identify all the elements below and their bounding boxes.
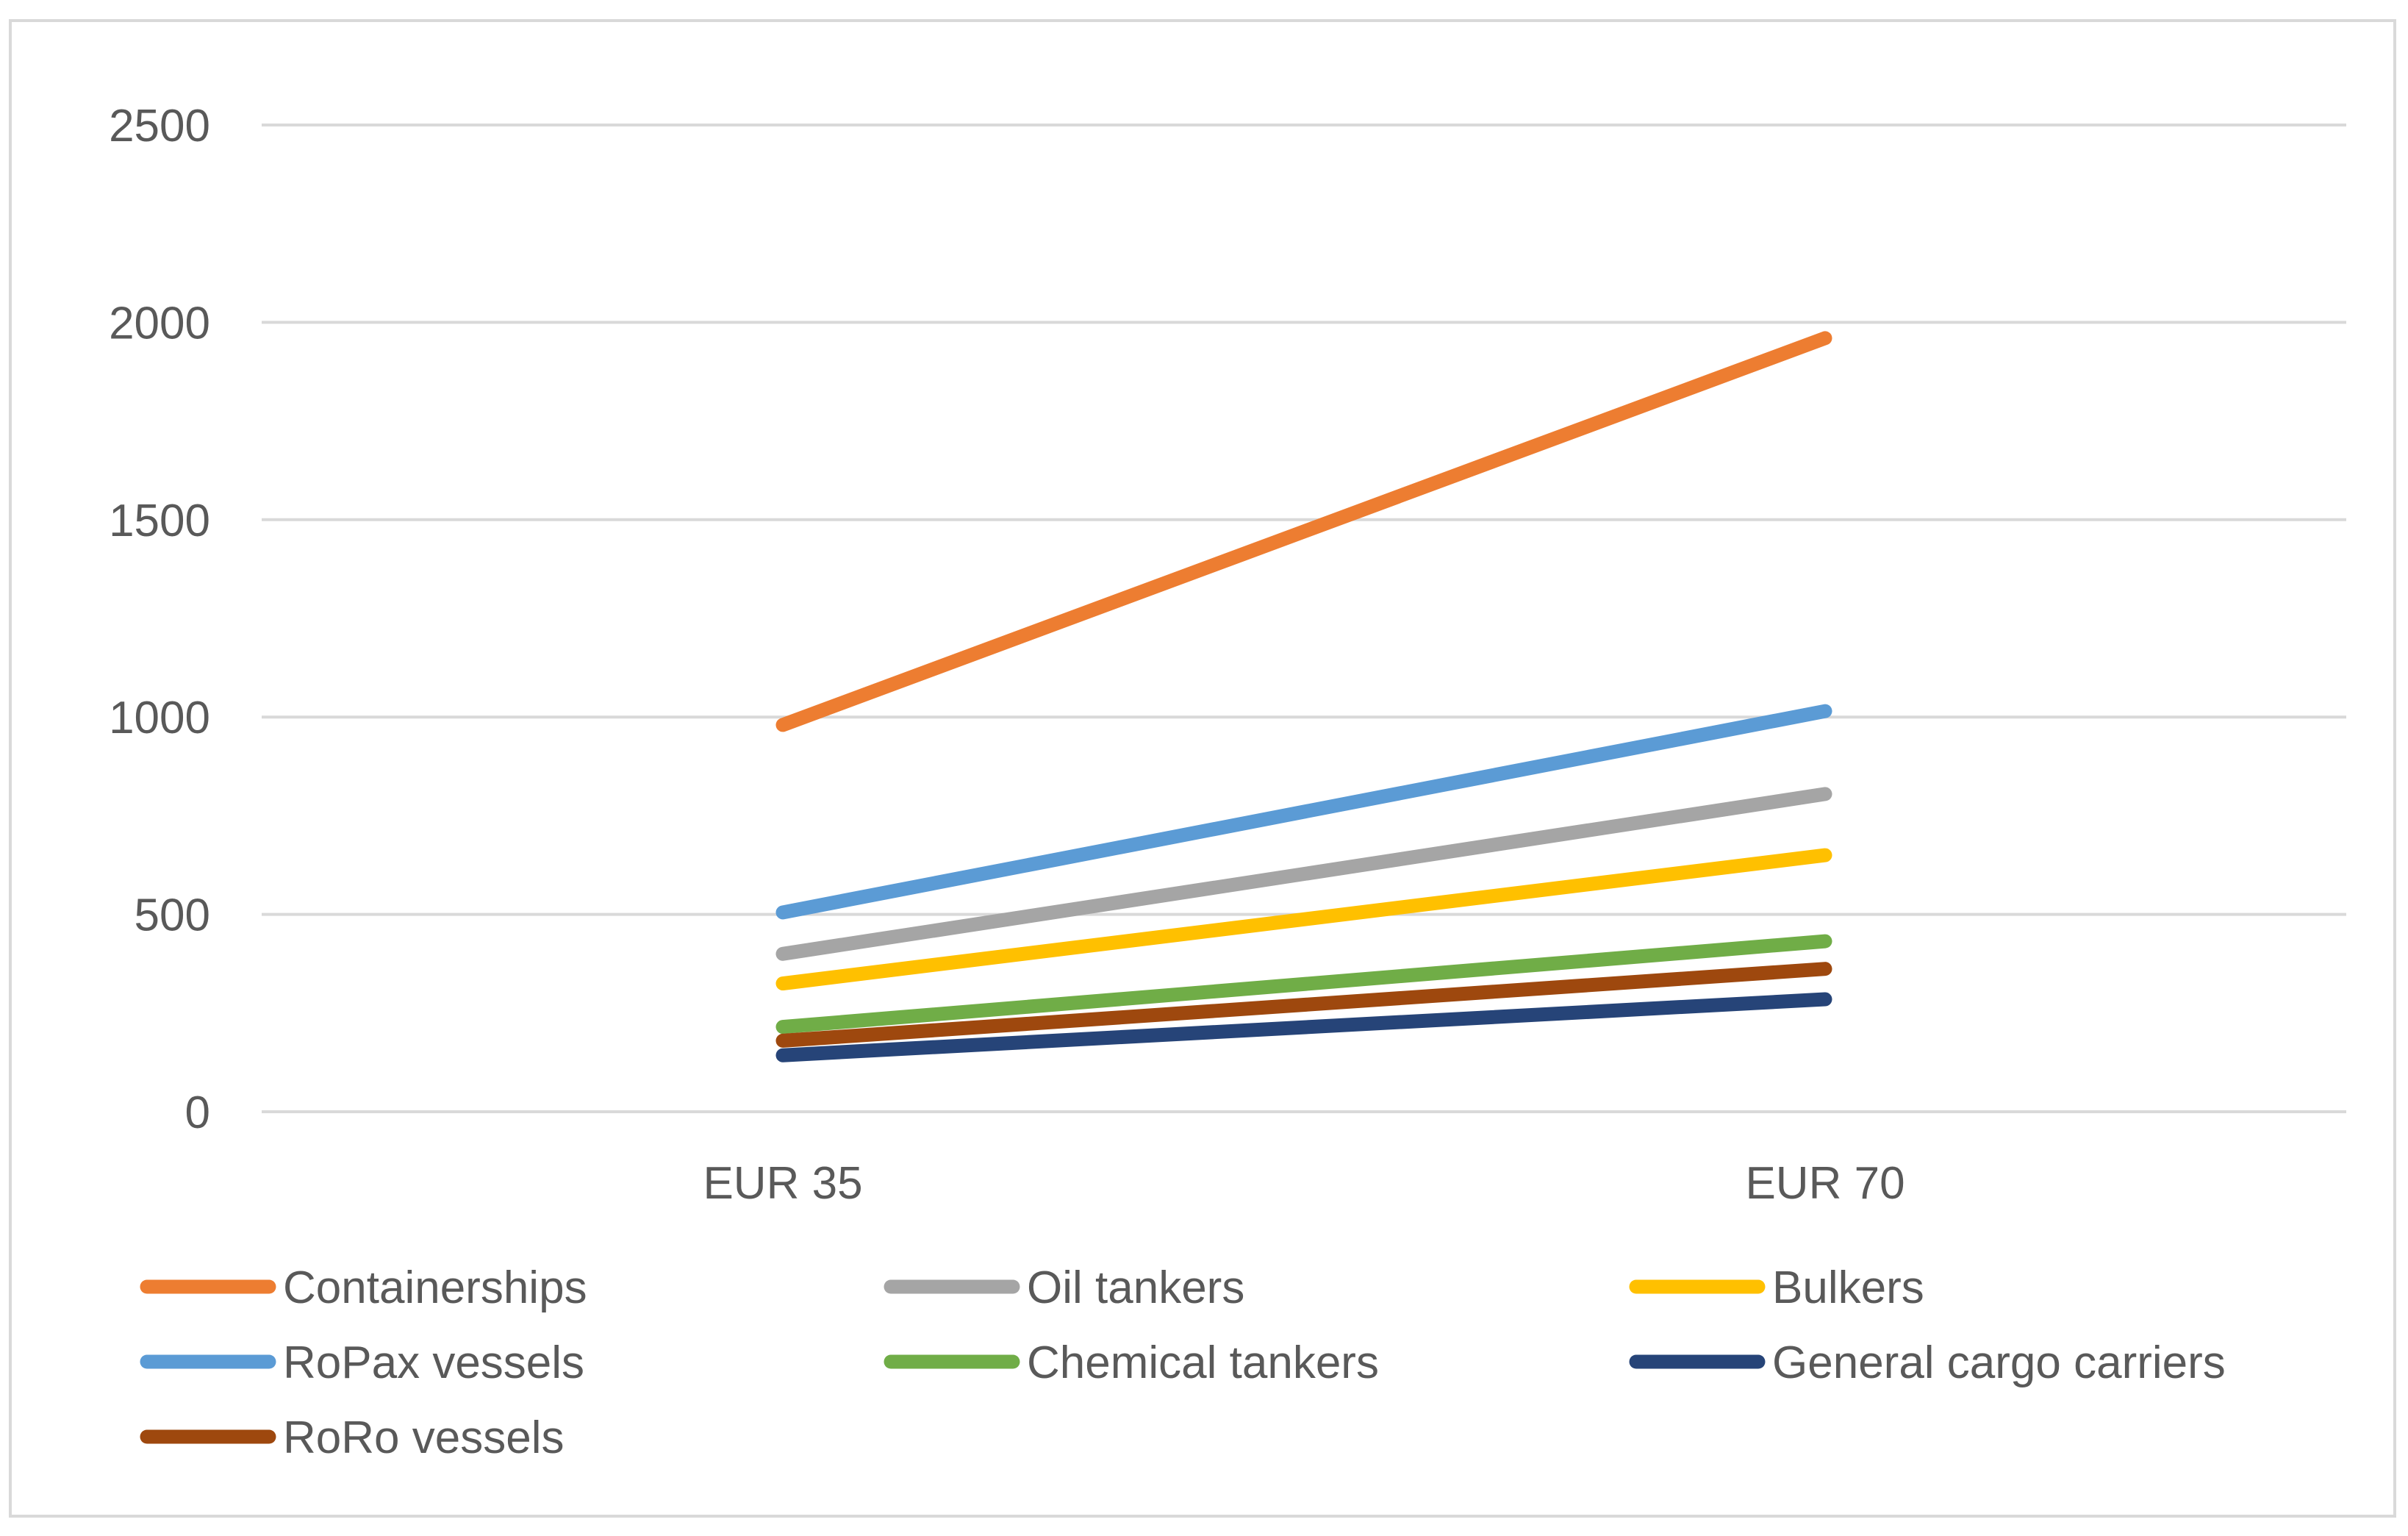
y-tick-label: 0: [185, 1087, 210, 1138]
legend-label: Chemical tankers: [1027, 1337, 1379, 1388]
series-line-ropax-vessels: [775, 704, 1832, 920]
chart-border: [9, 19, 2396, 1518]
series-line-general-cargo-carriers: [775, 992, 1832, 1062]
legend-label: Bulkers: [1772, 1262, 1924, 1313]
y-axis-tick-labels: 0 500 1000 1500 2000 2500: [109, 101, 210, 1138]
legend-label: Oil tankers: [1027, 1262, 1244, 1313]
gridlines: [262, 124, 2346, 1113]
y-tick-label: 2000: [109, 298, 210, 349]
series-lines: [775, 331, 1832, 1062]
legend-label: RoRo vessels: [283, 1412, 564, 1463]
y-tick-label: 1500: [109, 496, 210, 546]
x-tick-label: EUR 35: [703, 1158, 862, 1209]
series-line-oil-tankers: [775, 787, 1832, 961]
y-tick-label: 2500: [109, 101, 210, 151]
x-tick-label: EUR 70: [1745, 1158, 1904, 1209]
series-line-containerships: [775, 331, 1832, 732]
series-line-chemical-tankers: [775, 934, 1832, 1035]
legend-label: RoPax vessels: [283, 1337, 584, 1388]
x-axis-tick-labels: EUR 35 EUR 70: [703, 1158, 1904, 1209]
legend-label: Containerships: [283, 1262, 587, 1313]
series-line-roro-vessels: [775, 962, 1832, 1048]
legend: Containerships Oil tankers Bulkers RoPax ve…: [140, 1262, 2226, 1463]
y-tick-label: 500: [135, 890, 210, 941]
series-line-bulkers: [775, 848, 1832, 991]
legend-label: General cargo carriers: [1772, 1337, 2226, 1388]
y-tick-label: 1000: [109, 693, 210, 743]
